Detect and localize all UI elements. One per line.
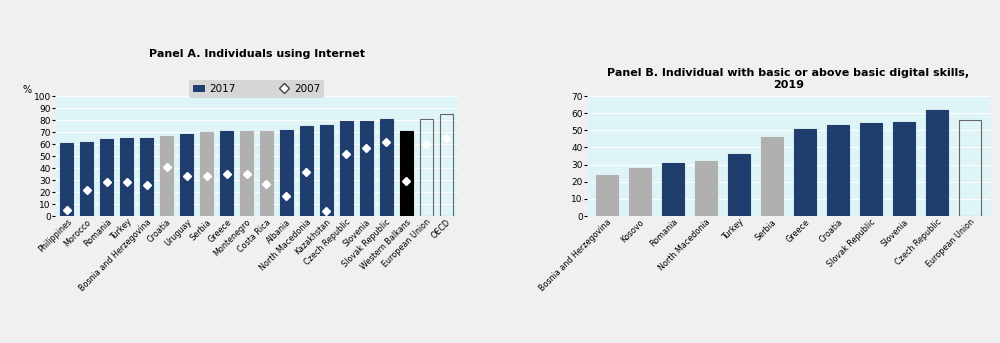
Bar — [300, 126, 313, 216]
Bar — [420, 119, 433, 216]
Bar — [893, 122, 915, 216]
Bar — [629, 168, 651, 216]
Legend: 2017, 2007: 2017, 2007 — [189, 80, 324, 98]
Bar — [662, 163, 684, 216]
Bar — [926, 110, 948, 216]
Bar — [596, 175, 618, 216]
Bar — [80, 142, 93, 216]
Bar — [260, 131, 273, 216]
Bar — [695, 161, 717, 216]
Bar — [728, 154, 750, 216]
Bar — [959, 120, 981, 216]
Bar — [794, 129, 816, 216]
Bar — [240, 131, 253, 216]
Title: Panel B. Individual with basic or above basic digital skills,
2019: Panel B. Individual with basic or above … — [607, 68, 970, 90]
Bar — [220, 131, 233, 216]
Bar — [60, 143, 73, 216]
Bar — [100, 139, 113, 216]
Bar — [761, 137, 783, 216]
Bar — [280, 130, 293, 216]
Title: Panel A. Individuals using Internet: Panel A. Individuals using Internet — [149, 49, 365, 59]
Bar — [380, 119, 393, 216]
Bar — [860, 123, 882, 216]
Bar — [827, 125, 849, 216]
Bar — [180, 134, 193, 216]
Bar — [120, 138, 133, 216]
Bar — [360, 121, 373, 216]
Text: %: % — [23, 85, 32, 95]
Bar — [140, 138, 153, 216]
Bar — [160, 135, 173, 216]
Bar — [400, 131, 413, 216]
Bar — [320, 125, 333, 216]
Bar — [200, 132, 213, 216]
Bar — [440, 114, 453, 216]
Bar — [340, 121, 353, 216]
